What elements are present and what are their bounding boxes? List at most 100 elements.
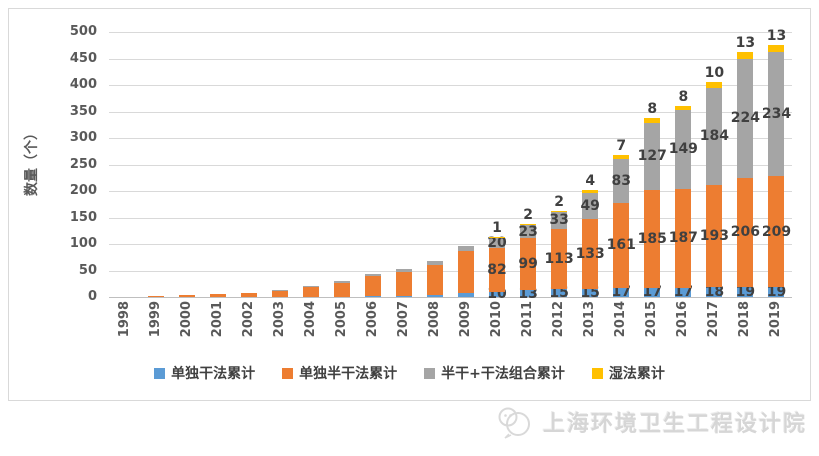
bar-segment-2018-单独半干法累计 bbox=[737, 177, 754, 287]
bar-column-2008 bbox=[419, 32, 450, 297]
bar-segment-2019-半干+干法组合累计 bbox=[768, 52, 785, 177]
x-tick-label-2009: 2009 bbox=[458, 301, 474, 338]
data-label-2017-单独干法累计: 18 bbox=[704, 284, 725, 301]
legend-label: 单独半干法累计 bbox=[299, 366, 398, 382]
bar-column-1999 bbox=[140, 32, 171, 297]
x-tick-label-2000: 2000 bbox=[178, 301, 194, 338]
bar-segment-2015-单独半干法累计 bbox=[644, 189, 661, 288]
bar-column-2011: 13 99 23 2 bbox=[513, 32, 544, 301]
x-tick-label-2015: 2015 bbox=[644, 301, 660, 338]
data-label-2012-湿法累计: 2 bbox=[554, 193, 565, 210]
data-label-2010-湿法累计: 1 bbox=[492, 220, 502, 237]
legend-item-2: 半干+干法组合累计 bbox=[424, 363, 565, 383]
x-tick-label-2007: 2007 bbox=[395, 301, 411, 338]
y-tick-label-200: 200 bbox=[69, 183, 97, 198]
bar-segment-2011-半干+干法组合累计 bbox=[520, 225, 537, 238]
bar-column-2007 bbox=[388, 32, 419, 297]
gridline-500 bbox=[109, 32, 792, 33]
bar-column-2018: 19 206 224 13 bbox=[730, 32, 761, 300]
bar-column-2010: 10 82 20 1 bbox=[482, 32, 513, 302]
gridline-350 bbox=[109, 111, 792, 113]
bar-segment-2014-单独干法累计 bbox=[613, 288, 630, 297]
bar-column-2019: 19 209 234 13 bbox=[761, 28, 792, 300]
legend-label: 湿法累计 bbox=[608, 366, 665, 382]
data-label-2014-单独半干法累计: 161 bbox=[606, 237, 636, 254]
bar-segment-2013-湿法累计 bbox=[582, 190, 599, 193]
data-label-2011-湿法累计: 2 bbox=[523, 207, 533, 224]
data-label-2018-单独半干法累计: 206 bbox=[730, 224, 761, 241]
data-label-2019-半干+干法组合累计: 234 bbox=[761, 106, 792, 123]
x-tick-label-2005: 2005 bbox=[333, 301, 349, 338]
data-label-2011-单独半干法累计: 99 bbox=[518, 255, 538, 272]
bar-column-2012: 15 113 33 2 bbox=[544, 32, 575, 301]
bar-column-2017: 18 193 184 10 bbox=[699, 32, 730, 300]
bar-segment-2012-单独干法累计 bbox=[551, 289, 568, 297]
bar-column-2000 bbox=[171, 32, 202, 297]
y-tick-label-500: 500 bbox=[69, 24, 97, 39]
legend-label: 半干+干法组合累计 bbox=[441, 366, 565, 382]
bar-segment-2008-半干+干法组合累计 bbox=[426, 260, 443, 265]
legend-swatch-icon bbox=[424, 367, 436, 379]
legend-swatch-icon bbox=[282, 367, 294, 379]
y-tick-label-50: 50 bbox=[78, 262, 97, 278]
data-label-2010-半干+干法组合累计: 20 bbox=[487, 234, 507, 251]
bar-segment-2001-单独半干法累计 bbox=[209, 294, 226, 297]
bar-segment-2009-单独干法累计 bbox=[458, 292, 475, 297]
bar-segment-2012-单独半干法累计 bbox=[551, 229, 568, 290]
data-label-2014-湿法累计: 7 bbox=[616, 137, 627, 154]
y-tick-label-0: 0 bbox=[87, 289, 97, 304]
bar-segment-2016-单独干法累计 bbox=[675, 288, 692, 297]
bar-segment-2010-单独干法累计 bbox=[489, 291, 506, 297]
data-label-2015-半干+干法组合累计: 127 bbox=[637, 148, 667, 165]
bar-segment-2007-单独干法累计 bbox=[395, 295, 412, 297]
x-tick-label-2004: 2004 bbox=[302, 301, 318, 338]
bar-segment-2010-单独半干法累计 bbox=[489, 248, 506, 292]
bar-segment-2010-湿法累计 bbox=[489, 237, 506, 238]
y-tick-label-100: 100 bbox=[69, 236, 97, 251]
bar-segment-2005-半干+干法组合累计 bbox=[333, 281, 350, 283]
gridline-100 bbox=[109, 244, 792, 245]
x-tick-label-2001: 2001 bbox=[209, 301, 225, 338]
legend-swatch-icon bbox=[154, 367, 166, 379]
legend-item-3: 湿法累计 bbox=[591, 363, 665, 383]
bar-segment-2013-半干+干法组合累计 bbox=[582, 192, 599, 219]
x-tick-label-2017: 2017 bbox=[706, 301, 722, 338]
data-label-2018-半干+干法组合累计: 224 bbox=[730, 110, 761, 127]
watermark-text: 上海环境卫生工程设计院 bbox=[542, 412, 807, 437]
bar-segment-2015-湿法累计 bbox=[644, 118, 661, 123]
x-tick-label-2003: 2003 bbox=[271, 301, 287, 338]
bar-segment-2013-单独干法累计 bbox=[582, 289, 599, 297]
bar-segment-2014-单独半干法累计 bbox=[613, 202, 630, 288]
legend-swatch-icon bbox=[591, 367, 603, 379]
bar-segment-2019-单独半干法累计 bbox=[768, 176, 785, 287]
legend-label: 单独干法累计 bbox=[171, 366, 256, 382]
gridline-400 bbox=[109, 85, 792, 86]
x-tick-label-2018: 2018 bbox=[737, 301, 753, 338]
bar-segment-2008-单独半干法累计 bbox=[426, 264, 443, 295]
bar-column-2005 bbox=[326, 32, 357, 297]
data-label-2015-单独干法累计: 17 bbox=[642, 284, 663, 301]
bar-segment-2015-单独干法累计 bbox=[644, 288, 661, 297]
legend-item-1: 单独半干法累计 bbox=[282, 363, 397, 383]
y-tick-label-250: 250 bbox=[69, 156, 97, 172]
x-tick-label-2014: 2014 bbox=[613, 301, 629, 338]
x-tick-label-2006: 2006 bbox=[364, 301, 380, 338]
gridline-150 bbox=[109, 217, 792, 219]
bar-segment-2018-单独干法累计 bbox=[737, 286, 754, 297]
bar-column-2006 bbox=[357, 32, 388, 297]
bar-segment-2011-单独干法累计 bbox=[520, 290, 537, 297]
bar-segment-2019-湿法累计 bbox=[768, 45, 785, 53]
x-tick-label-2008: 2008 bbox=[426, 301, 442, 338]
watermark-logo-icon bbox=[498, 407, 530, 439]
bar-segment-2011-湿法累计 bbox=[520, 224, 537, 226]
data-label-2013-半干+干法组合累计: 49 bbox=[580, 197, 600, 214]
bar-column-2009 bbox=[451, 32, 482, 297]
data-label-2016-湿法累计: 8 bbox=[678, 88, 689, 105]
bar-column-2002 bbox=[233, 32, 264, 297]
plot-area: 10 82 20 1 13 99 23 2 15 113 33 2 15 133 49 4 17 161 83 7 17… bbox=[109, 28, 792, 302]
x-tick-label-2002: 2002 bbox=[240, 301, 256, 338]
bar-segment-2016-半干+干法组合累计 bbox=[675, 109, 692, 189]
bar-segment-2017-湿法累计 bbox=[706, 82, 723, 88]
bar-segment-2010-半干+干法组合累计 bbox=[489, 237, 506, 249]
x-tick-label-2013: 2013 bbox=[582, 301, 598, 338]
